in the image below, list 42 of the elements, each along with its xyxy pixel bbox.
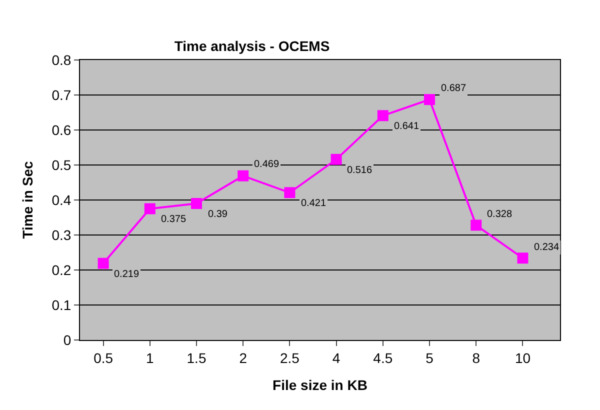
x-tick-label: 1 — [146, 350, 154, 366]
x-axis-title: File size in KB — [272, 377, 368, 394]
point — [424, 94, 436, 106]
point — [284, 187, 296, 198]
x-tick-label: 4.5 — [373, 350, 393, 366]
y-tick-label: 0.1 — [52, 296, 72, 313]
data-label: 0.375 — [161, 214, 186, 225]
chart-title: Time analysis - OCEMS — [174, 38, 330, 54]
x-tick-label: 4 — [332, 350, 340, 366]
y-tick-label: 0.8 — [52, 52, 72, 68]
point — [517, 252, 528, 264]
x-tick-label: 5 — [426, 350, 434, 366]
x-tick-label: 2.5 — [280, 350, 300, 366]
y-tick-label: 0.5 — [52, 156, 72, 173]
x-tick-label: 10 — [514, 350, 531, 366]
point — [470, 220, 482, 231]
x-tick-label: 0.5 — [94, 350, 114, 366]
y-tick-label: 0.2 — [52, 262, 72, 278]
data-label: 0.516 — [347, 165, 372, 176]
point — [377, 110, 388, 122]
y-tick-label: 0 — [63, 332, 72, 348]
data-label: 0.39 — [208, 209, 228, 220]
y-axis-title: Time in Sec — [19, 161, 36, 239]
point — [238, 170, 249, 182]
y-tick-label: 0.3 — [52, 226, 72, 243]
point — [98, 258, 109, 269]
x-tick-label: 2 — [239, 350, 248, 366]
y-tick-label: 0.7 — [52, 86, 72, 103]
point — [191, 198, 202, 209]
data-label: 0.219 — [114, 269, 140, 280]
data-label: 0.687 — [441, 83, 466, 94]
y-tick-label: 0.4 — [52, 192, 72, 208]
data-label: 0.234 — [534, 242, 560, 253]
y-tick-label: 0.6 — [52, 122, 72, 138]
x-tick-label: 8 — [472, 350, 480, 366]
data-label: 0.641 — [394, 121, 420, 132]
x-tick-label: 1.5 — [186, 350, 206, 366]
data-label: 0.469 — [254, 159, 280, 170]
data-label: 0.421 — [301, 198, 326, 209]
point — [144, 203, 156, 214]
data-label: 0.328 — [487, 209, 512, 220]
point — [330, 154, 342, 165]
